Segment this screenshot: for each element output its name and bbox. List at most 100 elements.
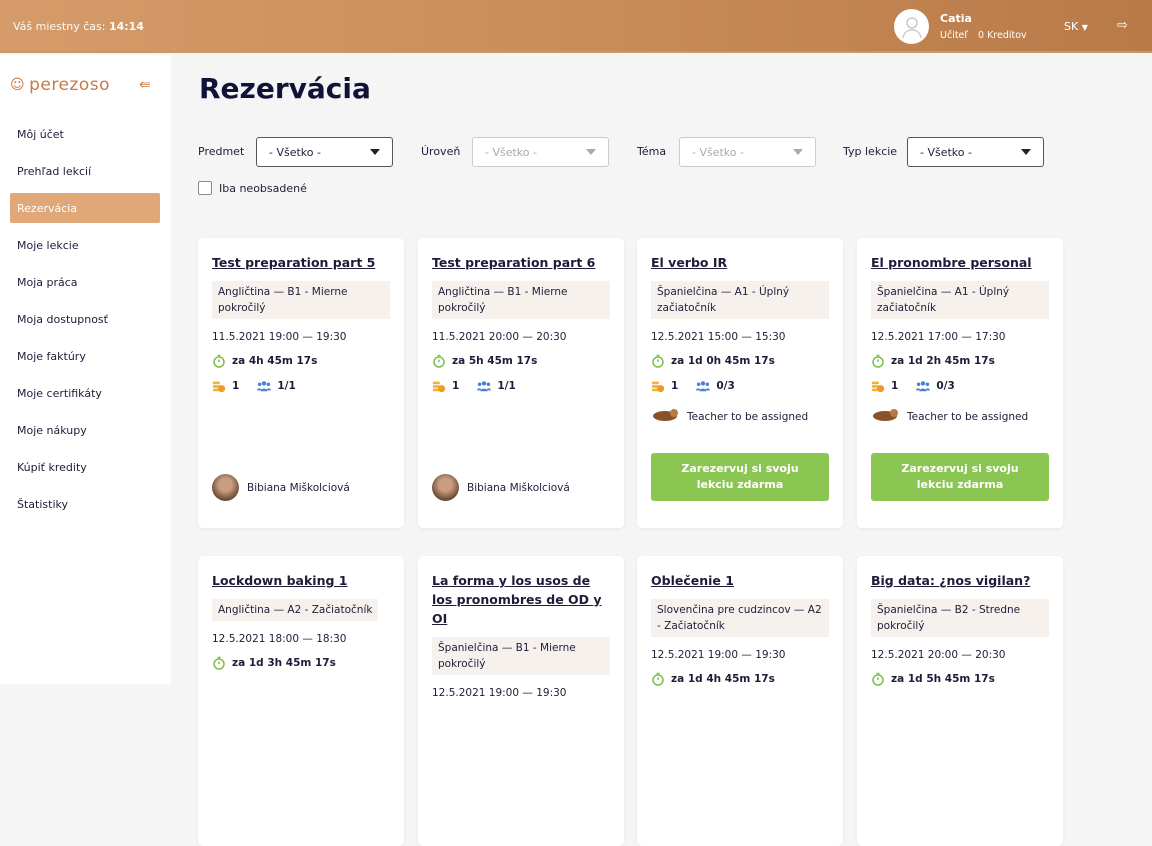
sidebar-item-label: Moje lekcie <box>17 238 79 252</box>
sidebar-item[interactable]: Môj účet <box>10 119 160 149</box>
top-header: Váš miestny čas: 14:14 Catia Učiteľ 0 Kr… <box>0 0 1152 53</box>
timer-icon <box>212 354 226 368</box>
page-title: Rezervácia <box>199 72 371 105</box>
logo[interactable]: ☺ perezoso <box>10 75 111 95</box>
teacher-avatar <box>212 474 239 501</box>
lesson-date: 12.5.2021 19:00 — 19:30 <box>651 649 786 661</box>
lesson-tag: Angličtina — B1 - Mierne pokročilý <box>432 281 610 319</box>
filter-label: Téma <box>637 145 667 158</box>
sidebar-item[interactable]: Štatistiky <box>10 489 160 519</box>
logout-icon[interactable]: ⇨ <box>1117 18 1128 33</box>
capacity: 0/3 <box>936 380 955 392</box>
people-icon <box>257 379 272 393</box>
sidebar-item[interactable]: Moje faktúry <box>10 341 160 371</box>
lesson-card: Test preparation part 5 Angličtina — B1 … <box>198 238 404 528</box>
credits: 1 <box>891 380 899 392</box>
people-icon <box>696 379 711 393</box>
sidebar-item[interactable]: Moje certifikáty <box>10 378 160 408</box>
teacher-name: Bibiana Miškolciová <box>247 481 350 494</box>
lesson-tag: Španielčina — B2 - Stredne pokročilý <box>871 599 1049 637</box>
user-name: Catia <box>940 12 972 25</box>
countdown: za 1d 4h 45m 17s <box>671 673 775 685</box>
timer-icon <box>871 354 885 368</box>
sloth-icon: ☺ <box>10 77 26 93</box>
lesson-title[interactable]: El verbo IR <box>651 255 728 270</box>
people-icon <box>477 379 492 393</box>
sidebar: ☺ perezoso ⇚ <box>0 55 171 684</box>
caret-down-icon <box>586 149 596 155</box>
lesson-tag: Angličtina — A2 - Začiatočník <box>212 599 379 621</box>
lesson-title[interactable]: Oblečenie 1 <box>651 573 734 588</box>
credits: 1 <box>452 380 460 392</box>
lesson-date: 12.5.2021 18:00 — 18:30 <box>212 633 347 645</box>
sidebar-item-label: Moje nákupy <box>17 423 87 437</box>
coins-icon <box>212 379 226 393</box>
coins-icon <box>871 379 885 393</box>
sidebar-item-label: Moja práca <box>17 275 78 289</box>
filter-select[interactable]: - Všetko - <box>472 137 609 167</box>
filter-value: - Všetko - <box>269 145 321 159</box>
sidebar-item[interactable]: Moja dostupnosť <box>10 304 160 334</box>
lesson-card: Lockdown baking 1 Angličtina — A2 - Zači… <box>198 556 404 846</box>
sidebar-item[interactable]: Prehľad lekcií <box>10 156 160 186</box>
collapse-menu-icon[interactable]: ⇚ <box>139 77 151 93</box>
filter-select[interactable]: - Všetko - <box>679 137 816 167</box>
lesson-title[interactable]: La forma y los usos de los pronombres de… <box>432 573 602 626</box>
chevron-down-icon: ▼ <box>1081 23 1088 32</box>
sidebar-item-label: Moja dostupnosť <box>17 312 108 326</box>
sidebar-item[interactable]: Kúpiť kredity <box>10 452 160 482</box>
filter-value: - Všetko - <box>485 145 537 159</box>
lesson-date: 12.5.2021 15:00 — 15:30 <box>651 331 786 343</box>
credits: 1 <box>671 380 679 392</box>
sidebar-item-label: Moje certifikáty <box>17 386 102 400</box>
countdown: za 1d 0h 45m 17s <box>671 355 775 367</box>
lesson-tag: Španielčina — A1 - Úplný začiatočník <box>651 281 829 319</box>
sidebar-item[interactable]: Rezervácia <box>10 193 160 223</box>
sloth-icon <box>651 407 679 426</box>
lesson-title[interactable]: El pronombre personal <box>871 255 1032 270</box>
only-free-checkbox[interactable] <box>198 181 212 195</box>
countdown: za 5h 45m 17s <box>452 355 538 367</box>
lesson-card: El pronombre personal Španielčina — A1 -… <box>857 238 1063 528</box>
lesson-title[interactable]: Big data: ¿nos vigilan? <box>871 573 1031 588</box>
lesson-title[interactable]: Lockdown baking 1 <box>212 573 348 588</box>
filter-value: - Všetko - <box>920 145 972 159</box>
only-free-label: Iba neobsadené <box>219 182 307 195</box>
sloth-icon <box>871 407 899 426</box>
timer-icon <box>432 354 446 368</box>
user-icon <box>901 16 922 38</box>
local-time: Váš miestny čas: 14:14 <box>13 20 144 33</box>
sidebar-item-label: Moje faktúry <box>17 349 86 363</box>
teacher-avatar <box>432 474 459 501</box>
language-select[interactable]: SK ▼ <box>1064 20 1088 33</box>
teacher-name: Teacher to be assigned <box>907 410 1029 423</box>
lesson-title[interactable]: Test preparation part 5 <box>212 255 376 270</box>
avatar[interactable] <box>894 9 929 44</box>
filter-select[interactable]: - Všetko - <box>256 137 393 167</box>
sidebar-item[interactable]: Moje nákupy <box>10 415 160 445</box>
teacher-name: Bibiana Miškolciová <box>467 481 570 494</box>
book-free-lesson-button[interactable]: Zarezervuj si svoju lekciu zdarma <box>871 453 1049 501</box>
sidebar-item-label: Prehľad lekcií <box>17 164 92 178</box>
filter-label: Predmet <box>198 145 245 158</box>
timer-icon <box>651 354 665 368</box>
book-free-lesson-button[interactable]: Zarezervuj si svoju lekciu zdarma <box>651 453 829 501</box>
sidebar-item-label: Štatistiky <box>17 497 68 511</box>
sidebar-item[interactable]: Moje lekcie <box>10 230 160 260</box>
lesson-date: 12.5.2021 17:00 — 17:30 <box>871 331 1006 343</box>
lesson-card: Test preparation part 6 Angličtina — B1 … <box>418 238 624 528</box>
lesson-date: 11.5.2021 19:00 — 19:30 <box>212 331 347 343</box>
lesson-tag: Angličtina — B1 - Mierne pokročilý <box>212 281 390 319</box>
capacity: 1/1 <box>277 380 296 392</box>
sidebar-item-label: Môj účet <box>17 127 64 141</box>
filter-select[interactable]: - Všetko - <box>907 137 1044 167</box>
lesson-title[interactable]: Test preparation part 6 <box>432 255 596 270</box>
sidebar-item[interactable]: Moja práca <box>10 267 160 297</box>
people-icon <box>916 379 931 393</box>
timer-icon <box>212 656 226 670</box>
lesson-card: Oblečenie 1 Slovenčina pre cudzincov — A… <box>637 556 843 846</box>
capacity: 1/1 <box>497 380 516 392</box>
sidebar-item-label: Kúpiť kredity <box>17 460 87 474</box>
sidebar-item-label: Rezervácia <box>17 201 78 215</box>
lesson-date: 12.5.2021 20:00 — 20:30 <box>871 649 1006 661</box>
